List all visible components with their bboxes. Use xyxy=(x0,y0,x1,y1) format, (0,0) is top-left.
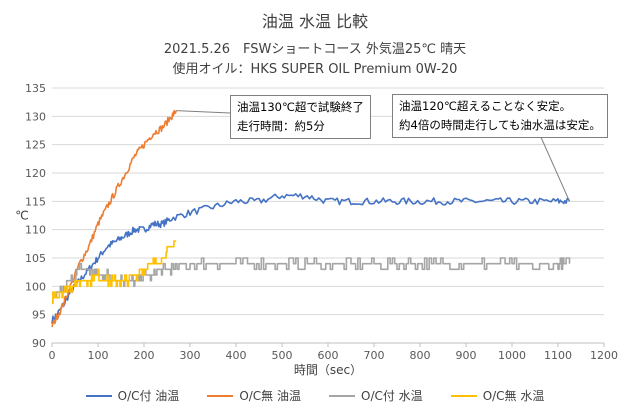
axes: 90 95 100 105 110 115 120 125 130 135 0 100 200 300 40… xyxy=(25,82,618,362)
x-tick-label: 200 xyxy=(134,349,155,362)
legend: O/C付 油温 O/C無 油温 O/C付 水温 O/C無 水温 xyxy=(0,387,630,404)
x-tick-label: 800 xyxy=(410,349,431,362)
y-tick-label: 135 xyxy=(25,82,46,95)
series-lines xyxy=(51,110,571,328)
legend-label: O/C付 水温 xyxy=(361,389,423,403)
x-axis-label: 時間（sec） xyxy=(294,363,362,377)
series-line xyxy=(51,110,177,328)
callout-pointers xyxy=(176,110,570,202)
x-tick-label: 900 xyxy=(456,349,477,362)
series-line xyxy=(52,257,571,305)
callout-test-end: 油温130℃超で試験終了 走行時間：約5分 xyxy=(230,95,371,139)
x-tick-label: 1100 xyxy=(544,349,572,362)
series-line xyxy=(51,193,571,324)
legend-item: O/C付 水温 xyxy=(329,387,423,404)
y-axis-label: ℃ xyxy=(15,209,28,223)
x-tick-label: 500 xyxy=(272,349,293,362)
x-tick-label: 1200 xyxy=(590,349,618,362)
y-tick-label: 110 xyxy=(25,224,46,237)
x-tick-label: 1000 xyxy=(498,349,526,362)
legend-swatch xyxy=(329,394,355,397)
callout-test-end-line2: 走行時間：約5分 xyxy=(237,119,325,133)
callout-pointer xyxy=(176,110,231,114)
legend-label: O/C無 水温 xyxy=(482,389,545,403)
chart-subtitle-line1: 2021.5.26 FSWショートコース 外気温25℃ 晴天 xyxy=(163,42,467,57)
legend-swatch xyxy=(207,394,234,397)
y-tick-label: 130 xyxy=(25,110,46,123)
legend-item: O/C無 油温 xyxy=(207,387,301,404)
legend-item: O/C付 油温 xyxy=(85,387,180,404)
x-tick-label: 300 xyxy=(180,349,201,362)
legend-item: O/C無 水温 xyxy=(450,387,545,404)
legend-swatch xyxy=(85,394,112,397)
y-tick-label: 115 xyxy=(25,195,46,208)
callout-stable-line1: 油温120℃超えることなく安定。 xyxy=(399,99,572,113)
callout-test-end-line1: 油温130℃超で試験終了 xyxy=(237,100,364,114)
y-tick-label: 105 xyxy=(25,252,46,265)
y-tick-label: 90 xyxy=(32,337,46,350)
x-tick-label: 0 xyxy=(49,349,56,362)
y-tick-label: 95 xyxy=(32,309,46,322)
chart-subtitle-line2: 使用オイル：HKS SUPER OIL Premium 0W-20 xyxy=(172,62,458,77)
x-tick-label: 100 xyxy=(88,349,109,362)
chart-title: 油温 水温 比較 xyxy=(261,12,369,31)
callout-stable: 油温120℃超えることなく安定。 約4倍の時間走行しても油水温は安定。 xyxy=(392,94,608,138)
x-tick-label: 400 xyxy=(226,349,247,362)
series-line xyxy=(52,240,177,305)
x-tick-label: 700 xyxy=(364,349,385,362)
legend-label: O/C無 油温 xyxy=(239,389,301,403)
callout-stable-line2: 約4倍の時間走行しても油水温は安定。 xyxy=(399,118,601,132)
y-tick-label: 120 xyxy=(25,167,46,180)
legend-swatch xyxy=(450,394,477,397)
x-tick-label: 600 xyxy=(318,349,339,362)
y-tick-label: 125 xyxy=(25,139,46,152)
y-tick-label: 100 xyxy=(25,280,46,293)
legend-label: O/C付 油温 xyxy=(117,389,180,403)
callout-pointer xyxy=(539,134,570,202)
